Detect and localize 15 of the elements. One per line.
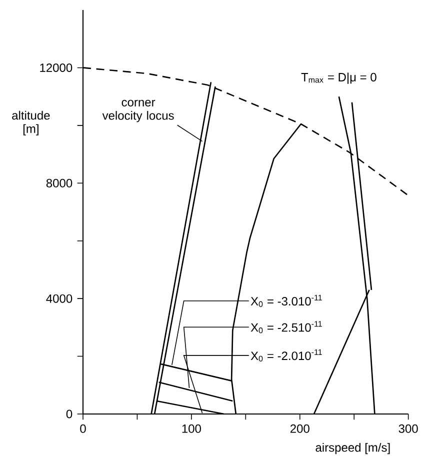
x-axis-title: airspeed [m/s] (316, 442, 390, 454)
x-tick-label: 0 (80, 424, 86, 433)
y-tick-label: 0 (66, 410, 72, 418)
annotation: corner velocity locus (102, 100, 174, 122)
x-tick-label: 100 (182, 424, 201, 433)
y-tick-label: 4000 (46, 294, 72, 303)
annotation: X$_{0}$ = -3.010$^{-11}$ (250, 294, 322, 307)
x-tick-label: 300 (398, 424, 418, 433)
y-tick-label: 12000 (40, 63, 72, 72)
annotation: T$_{max}$ = D|μ = 0 (301, 72, 376, 84)
x-tick-label: 200 (290, 424, 310, 433)
y-tick-label: 8000 (46, 178, 72, 188)
annotation: X$_{0}$ = -2.510$^{-11}$ (250, 321, 322, 334)
annotation: X$_{0}$ = -2.010$^{-11}$ (250, 349, 322, 362)
y-axis-title: altitude [m] (12, 110, 50, 136)
